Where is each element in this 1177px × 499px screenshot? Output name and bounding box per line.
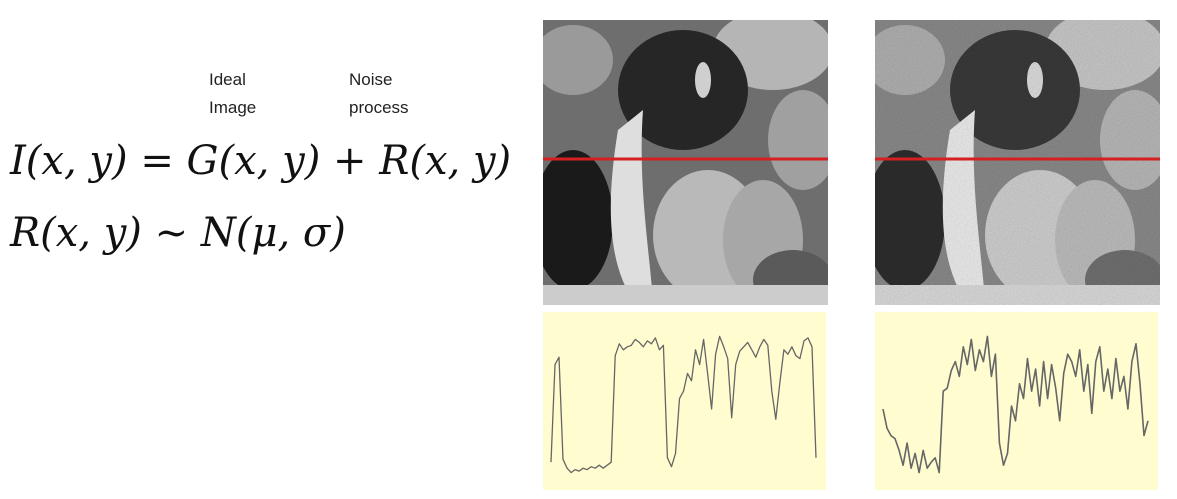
profile-line-series <box>882 335 1149 474</box>
noisy-intensity-profile <box>875 312 1158 490</box>
noise-label-line2: process <box>349 98 409 117</box>
clean-peppers-image <box>543 20 828 305</box>
noise-process-label: Noise process <box>349 66 409 122</box>
ideal-image-label: Ideal Image <box>209 66 256 122</box>
equation-noise-distribution: R(x, y) ~ N(μ, σ) <box>10 210 346 256</box>
clean-peppers-drawing <box>543 20 828 305</box>
noisy-peppers-drawing <box>875 20 1160 305</box>
noisy-peppers-image <box>875 20 1160 305</box>
ideal-label-line2: Image <box>209 98 257 117</box>
equation-observation-model: I(x, y) = G(x, y) + R(x, y) <box>10 138 512 184</box>
noise-label-line1: Noise <box>349 70 393 89</box>
ideal-label-line1: Ideal <box>209 70 246 89</box>
noisy-profile-chart <box>882 335 1149 474</box>
clean-profile-chart <box>550 335 817 474</box>
profile-line-series <box>550 335 817 474</box>
clean-intensity-profile <box>543 312 826 490</box>
